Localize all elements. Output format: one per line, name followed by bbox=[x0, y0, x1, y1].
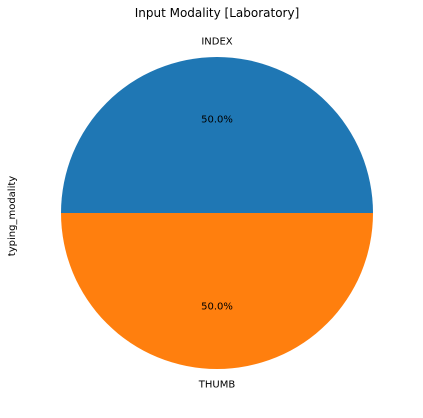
slice-percent-index: 50.0% bbox=[201, 114, 233, 125]
slice-label-thumb: THUMB bbox=[198, 380, 236, 391]
pie-slices bbox=[61, 57, 373, 369]
slice-percent-thumb: 50.0% bbox=[201, 302, 233, 313]
pie-labels: INDEX 50.0% THUMB 50.0% bbox=[198, 36, 236, 390]
slice-label-index: INDEX bbox=[201, 36, 232, 47]
pie-slice-index bbox=[61, 57, 373, 213]
pie-slice-thumb bbox=[61, 213, 373, 369]
chart-title: Input Modality [Laboratory] bbox=[135, 6, 300, 20]
y-axis-label: typing_modality bbox=[7, 176, 18, 256]
